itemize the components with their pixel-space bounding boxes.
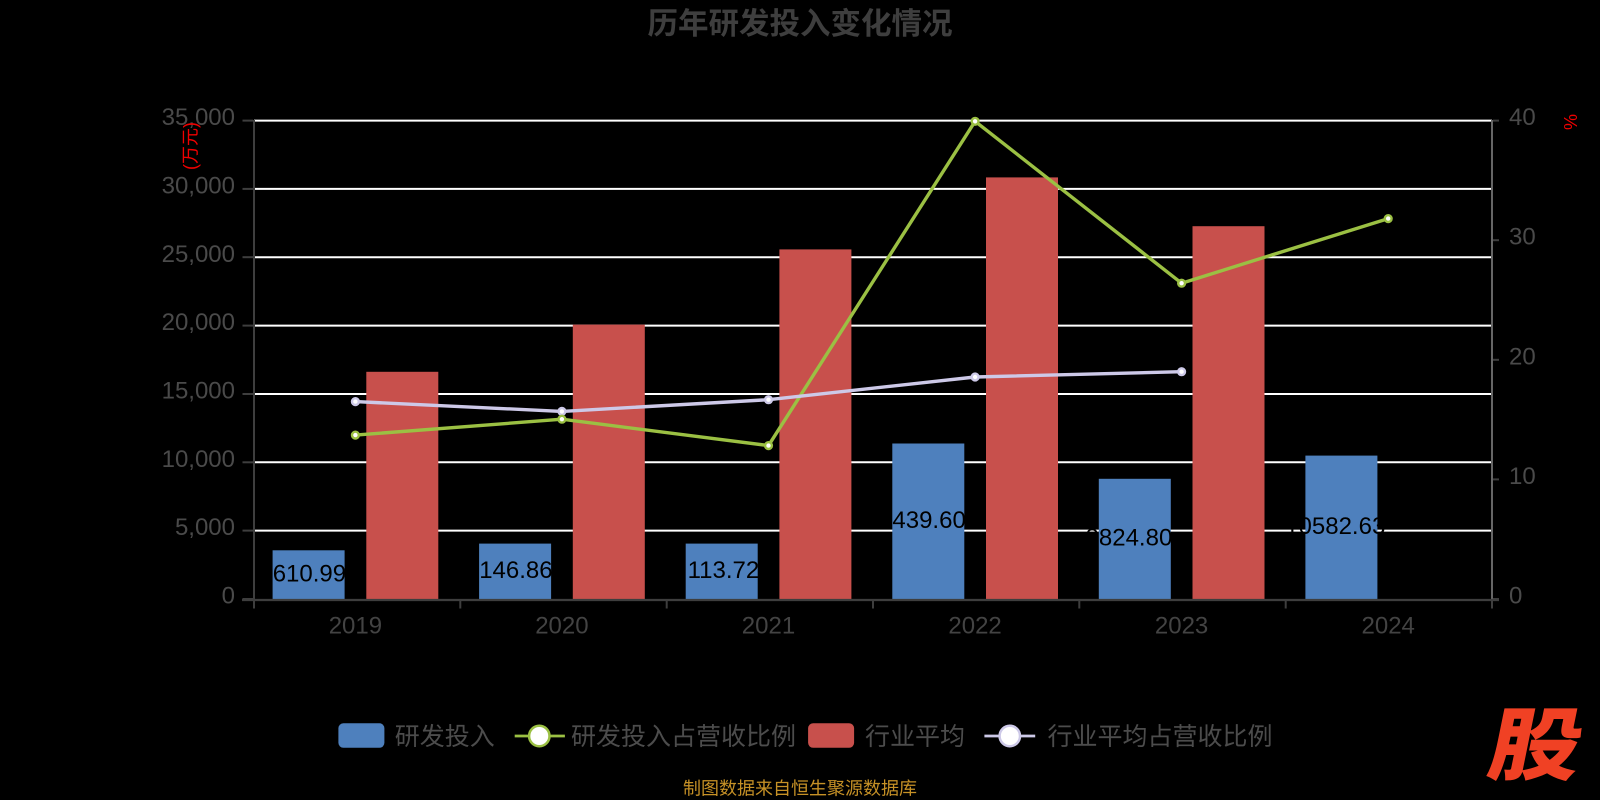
svg-text:5,000: 5,000 [175, 514, 235, 541]
svg-text:2021: 2021 [742, 613, 795, 640]
svg-text:11439.60: 11439.60 [867, 507, 965, 534]
svg-text:行业平均: 行业平均 [865, 717, 965, 753]
svg-text:(万元): (万元) [177, 122, 203, 170]
svg-text:15,000: 15,000 [162, 378, 235, 405]
svg-text:研发投入: 研发投入 [395, 717, 495, 753]
svg-text:25,000: 25,000 [162, 241, 235, 268]
svg-text:2023: 2023 [1155, 613, 1208, 640]
svg-text:30,000: 30,000 [162, 172, 235, 199]
svg-text:10,000: 10,000 [162, 446, 235, 473]
svg-text:2019: 2019 [329, 613, 382, 640]
svg-text:10582.63: 10582.63 [1285, 513, 1385, 540]
svg-text:0: 0 [222, 583, 235, 610]
svg-text:%: % [1561, 114, 1581, 130]
svg-text:30: 30 [1509, 224, 1536, 251]
svg-text:2024: 2024 [1362, 613, 1415, 640]
svg-text:20,000: 20,000 [162, 309, 235, 336]
svg-text:2022: 2022 [948, 613, 1001, 640]
svg-text:2020: 2020 [535, 613, 588, 640]
svg-text:113.72: 113.72 [688, 557, 760, 584]
svg-text:146.86: 146.86 [479, 557, 552, 584]
svg-text:8824.80: 8824.80 [1086, 525, 1173, 552]
svg-text:研发投入占营收比例: 研发投入占营收比例 [571, 717, 796, 753]
svg-text:历年研发投入变化情况: 历年研发投入变化情况 [648, 0, 953, 43]
svg-text:20: 20 [1509, 343, 1536, 370]
svg-text:行业平均占营收比例: 行业平均占营收比例 [1048, 717, 1273, 753]
svg-text:40: 40 [1509, 104, 1536, 131]
svg-text:制图数据来自恒生聚源数据库: 制图数据来自恒生聚源数据库 [683, 775, 917, 800]
svg-text:35,000: 35,000 [162, 104, 235, 131]
svg-text:610.99: 610.99 [273, 560, 346, 587]
svg-text:10: 10 [1509, 463, 1536, 490]
svg-text:0: 0 [1509, 583, 1522, 610]
